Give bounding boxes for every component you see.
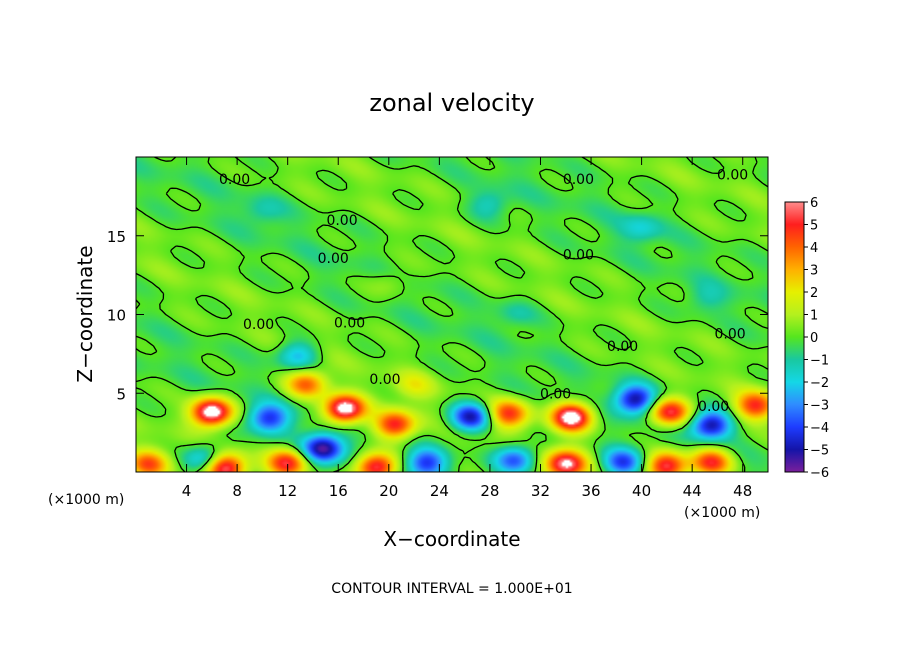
x-tick-label: 24 bbox=[430, 482, 449, 500]
colorbar-scale bbox=[784, 201, 805, 473]
x-tick-label: 28 bbox=[480, 482, 499, 500]
plot-area: 0.00 0.00 0.00 0.00 0.00 0.00 0.00 0.00 0.00 0.00… bbox=[136, 157, 768, 472]
contour-label: 0.00 bbox=[326, 213, 357, 229]
x-tick-label: 40 bbox=[632, 482, 651, 500]
colorbar-tick-label: −3 bbox=[810, 399, 829, 414]
colorbar: 6 5 4 3 2 1 0 −1 −2 −3 −4 −5 −6 bbox=[784, 196, 829, 481]
contour-label: 0.00 bbox=[714, 326, 745, 342]
colorbar-ticks: 6 5 4 3 2 1 0 −1 −2 −3 −4 −5 −6 bbox=[804, 196, 829, 481]
colorbar-tick-label: −1 bbox=[810, 354, 829, 369]
contour-label: 0.00 bbox=[219, 172, 250, 188]
colorbar-tick-label: 3 bbox=[810, 264, 818, 279]
x-tick-label: 44 bbox=[683, 482, 702, 500]
colorbar-tick-label: 4 bbox=[810, 241, 818, 256]
x-tick-label: 4 bbox=[182, 482, 192, 500]
contour-label: 0.00 bbox=[540, 386, 571, 402]
contour-label: 0.00 bbox=[318, 251, 349, 267]
x-axis-title: X−coordinate bbox=[383, 527, 520, 551]
x-unit-left: (×1000 m) bbox=[48, 492, 124, 508]
contour-label: 0.00 bbox=[563, 248, 594, 264]
y-tick-label: 15 bbox=[107, 228, 126, 246]
contour-line-zero bbox=[136, 157, 768, 472]
x-tick-label: 32 bbox=[531, 482, 550, 500]
chart-title: zonal velocity bbox=[369, 89, 534, 117]
y-tick-label: 10 bbox=[107, 307, 126, 325]
contour-label: 0.00 bbox=[369, 372, 400, 388]
colorbar-tick-label: 1 bbox=[810, 309, 818, 324]
x-tick-label: 16 bbox=[329, 482, 348, 500]
colorbar-tick-label: 0 bbox=[810, 331, 818, 346]
contour-label: 0.00 bbox=[243, 317, 274, 333]
contour-interval-note: CONTOUR INTERVAL = 1.000E+01 bbox=[331, 581, 572, 597]
colorbar-tick-label: 5 bbox=[810, 219, 818, 234]
contour-label: 0.00 bbox=[334, 315, 365, 331]
y-axis-ticks: 5 10 15 bbox=[107, 228, 768, 403]
x-tick-label: 20 bbox=[379, 482, 398, 500]
x-tick-label: 12 bbox=[278, 482, 297, 500]
colorbar-tick-label: −2 bbox=[810, 376, 829, 391]
x-unit-right: (×1000 m) bbox=[684, 505, 760, 521]
y-axis-title: Z−coordinate bbox=[73, 245, 97, 382]
contour-label: 0.00 bbox=[563, 172, 594, 188]
contour-label: 0.00 bbox=[717, 167, 748, 183]
x-tick-label: 36 bbox=[581, 482, 600, 500]
colorbar-tick-label: −6 bbox=[810, 466, 829, 481]
y-tick-label: 5 bbox=[116, 385, 126, 403]
contour-label: 0.00 bbox=[698, 399, 729, 415]
x-tick-label: 48 bbox=[733, 482, 752, 500]
zero-contours bbox=[136, 157, 768, 472]
contour-label: 0.00 bbox=[607, 339, 638, 355]
x-axis-ticks: 4 8 12 16 20 24 28 32 36 40 44 48 bbox=[182, 157, 752, 500]
colorbar-tick-label: −4 bbox=[810, 421, 829, 436]
colorbar-tick-label: 6 bbox=[810, 196, 818, 211]
colorbar-tick-label: −5 bbox=[810, 444, 829, 459]
x-tick-label: 8 bbox=[232, 482, 242, 500]
contour-labels: 0.00 0.00 0.00 0.00 0.00 0.00 0.00 0.00 0.00 0.00… bbox=[219, 167, 748, 415]
colorbar-tick-label: 2 bbox=[810, 286, 818, 301]
